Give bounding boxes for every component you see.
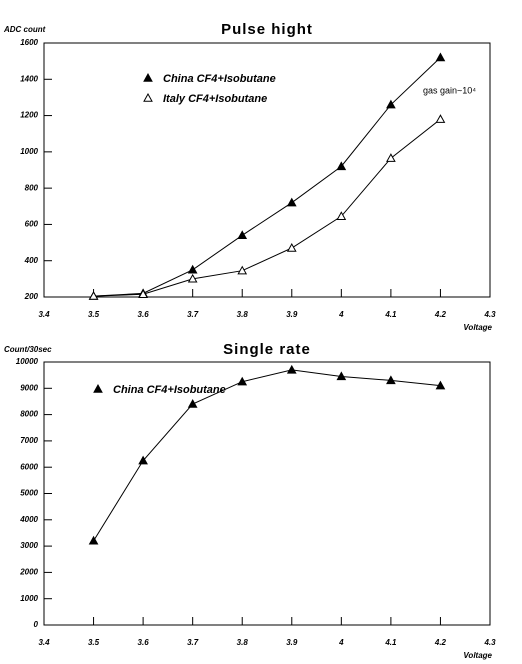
x-tick-label: 3.4 <box>38 310 50 319</box>
annotation: gas gain~10⁴ <box>423 85 476 95</box>
y-tick-label: 0 <box>34 620 39 629</box>
y-tick-label: 600 <box>25 220 39 229</box>
y-tick-label: 7000 <box>20 436 38 445</box>
legend-label: China CF4+Isobutane <box>113 384 226 396</box>
y-tick-label: 1200 <box>20 111 38 120</box>
marker <box>138 289 148 298</box>
x-tick-label: 3.8 <box>237 310 249 319</box>
marker <box>187 273 198 283</box>
series-line <box>93 57 441 297</box>
marker <box>187 399 198 408</box>
marker <box>435 380 446 390</box>
marker <box>336 161 347 171</box>
x-tick-label: 4.3 <box>483 638 496 647</box>
marker <box>237 376 248 386</box>
marker <box>88 535 99 545</box>
marker <box>386 99 396 109</box>
y-tick-label: 9000 <box>20 383 38 392</box>
y-tick-label: 800 <box>25 183 39 192</box>
x-tick-label: 4.1 <box>384 310 397 319</box>
y-axis-label: Count/30sec <box>4 345 52 354</box>
x-tick-label: 3.8 <box>237 638 249 647</box>
marker <box>286 242 297 252</box>
marker <box>237 230 248 240</box>
marker <box>386 153 396 162</box>
y-tick-label: 1000 <box>20 594 38 603</box>
marker <box>435 114 446 123</box>
marker <box>237 265 248 275</box>
marker <box>336 371 347 381</box>
y-tick-label: 200 <box>24 292 39 301</box>
marker <box>386 375 396 385</box>
y-tick-label: 400 <box>24 256 39 265</box>
x-tick-label: 3.5 <box>88 638 100 647</box>
marker <box>435 52 446 62</box>
series-line <box>93 369 441 542</box>
y-tick-label: 1600 <box>20 38 38 47</box>
x-tick-label: 3.9 <box>286 310 298 319</box>
y-tick-label: 1000 <box>20 147 38 156</box>
x-axis-label: Voltage <box>463 651 492 660</box>
x-tick-label: 4.1 <box>384 638 397 647</box>
legend-label: Italy CF4+Isobutane <box>163 93 267 105</box>
marker <box>88 291 99 300</box>
x-tick-label: 3.6 <box>138 310 150 319</box>
y-tick-label: 4000 <box>19 515 38 524</box>
chart-title: Single rate <box>223 341 311 358</box>
x-tick-label: 3.5 <box>88 310 100 319</box>
marker <box>286 364 297 374</box>
x-tick-label: 3.6 <box>138 638 150 647</box>
y-tick-label: 3000 <box>20 541 38 550</box>
x-tick-label: 4 <box>338 638 344 647</box>
x-tick-label: 4.3 <box>483 310 496 319</box>
marker <box>187 264 198 274</box>
y-tick-label: 5000 <box>20 489 38 498</box>
marker <box>336 211 347 220</box>
x-tick-label: 3.7 <box>187 310 199 319</box>
y-axis-label: ADC count <box>3 25 46 34</box>
x-tick-label: 3.7 <box>187 638 199 647</box>
y-tick-label: 2000 <box>19 568 38 577</box>
x-tick-label: 4.2 <box>434 310 447 319</box>
legend-label: China CF4+Isobutane <box>163 73 276 85</box>
chart-title: Pulse hight <box>221 21 313 38</box>
plot-frame <box>43 42 491 298</box>
y-tick-label: 6000 <box>20 462 38 471</box>
y-tick-label: 10000 <box>16 357 39 366</box>
y-tick-label: 8000 <box>20 410 38 419</box>
legend-marker <box>143 92 153 102</box>
marker <box>286 197 297 207</box>
x-axis-label: Voltage <box>463 323 492 332</box>
x-tick-label: 4.2 <box>434 638 447 647</box>
x-tick-label: 3.9 <box>286 638 298 647</box>
legend-marker <box>143 72 153 82</box>
marker <box>138 455 148 465</box>
x-tick-label: 3.4 <box>38 638 50 647</box>
x-tick-label: 4 <box>338 310 344 319</box>
y-tick-label: 1400 <box>20 74 38 83</box>
plot-frame <box>43 361 491 626</box>
series-line <box>93 118 441 297</box>
legend-marker <box>93 383 103 393</box>
